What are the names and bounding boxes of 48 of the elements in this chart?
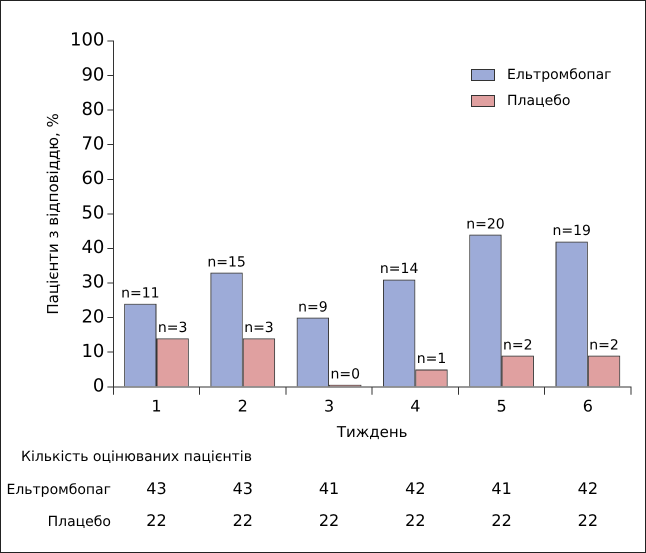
x-axis-title: Тиждень bbox=[336, 422, 408, 441]
text: 43 bbox=[146, 479, 167, 498]
x-tick-label: 6 bbox=[582, 396, 593, 416]
text: 22 bbox=[578, 511, 598, 530]
text: 22 bbox=[405, 511, 426, 530]
annotation: n=3 bbox=[158, 320, 188, 336]
y-tick-label: 0 bbox=[92, 375, 104, 396]
text: Ельтромбопаг bbox=[6, 482, 111, 498]
x-tick-label: 5 bbox=[496, 396, 507, 416]
annotation: n=2 bbox=[503, 337, 533, 354]
annotation: n=3 bbox=[244, 320, 274, 336]
text: 22 bbox=[491, 511, 512, 530]
annotation: n=0 bbox=[330, 366, 360, 382]
y-tick-label: 20 bbox=[81, 306, 104, 328]
annotation: n=11 bbox=[121, 285, 160, 302]
annotation: n=20 bbox=[466, 216, 505, 232]
x-tick-label: 2 bbox=[238, 396, 248, 416]
annotation: n=14 bbox=[380, 261, 418, 278]
y-tick-label: 40 bbox=[81, 237, 104, 258]
annotation: n=15 bbox=[207, 254, 246, 270]
legend-label: Плацебо bbox=[507, 93, 570, 109]
y-tick-label: 80 bbox=[81, 98, 104, 120]
text: 41 bbox=[318, 479, 340, 498]
x-tick-label: 4 bbox=[410, 396, 420, 416]
text: 41 bbox=[491, 479, 512, 498]
annotation: n=19 bbox=[552, 223, 591, 240]
text: 43 bbox=[232, 479, 253, 498]
text: 22 bbox=[146, 511, 167, 530]
y-tick-label: 60 bbox=[81, 168, 104, 189]
annotation: n=1 bbox=[416, 351, 446, 368]
y-tick-label: 50 bbox=[81, 202, 104, 224]
y-tick-label: 90 bbox=[81, 64, 104, 86]
text: 22 bbox=[232, 511, 253, 530]
x-tick-label: 1 bbox=[151, 396, 162, 416]
text: 22 bbox=[318, 511, 340, 530]
text: 42 bbox=[578, 479, 598, 498]
annotation: n=9 bbox=[298, 299, 328, 316]
y-axis-title: Пацієнти з відповіддю, % bbox=[44, 113, 62, 315]
legend-label: Ельтромбопаг bbox=[507, 67, 612, 83]
x-tick-label: 3 bbox=[324, 396, 334, 416]
annotation: n=2 bbox=[589, 337, 619, 354]
y-tick-label: 70 bbox=[81, 133, 104, 154]
text: Кількість оцінюваних пацієнтів bbox=[21, 449, 252, 465]
text: 42 bbox=[405, 479, 426, 498]
y-tick-label: 10 bbox=[81, 340, 104, 362]
text: Плацебо bbox=[48, 514, 111, 530]
y-tick-label: 100 bbox=[70, 30, 104, 51]
y-tick-label: 30 bbox=[81, 272, 104, 293]
